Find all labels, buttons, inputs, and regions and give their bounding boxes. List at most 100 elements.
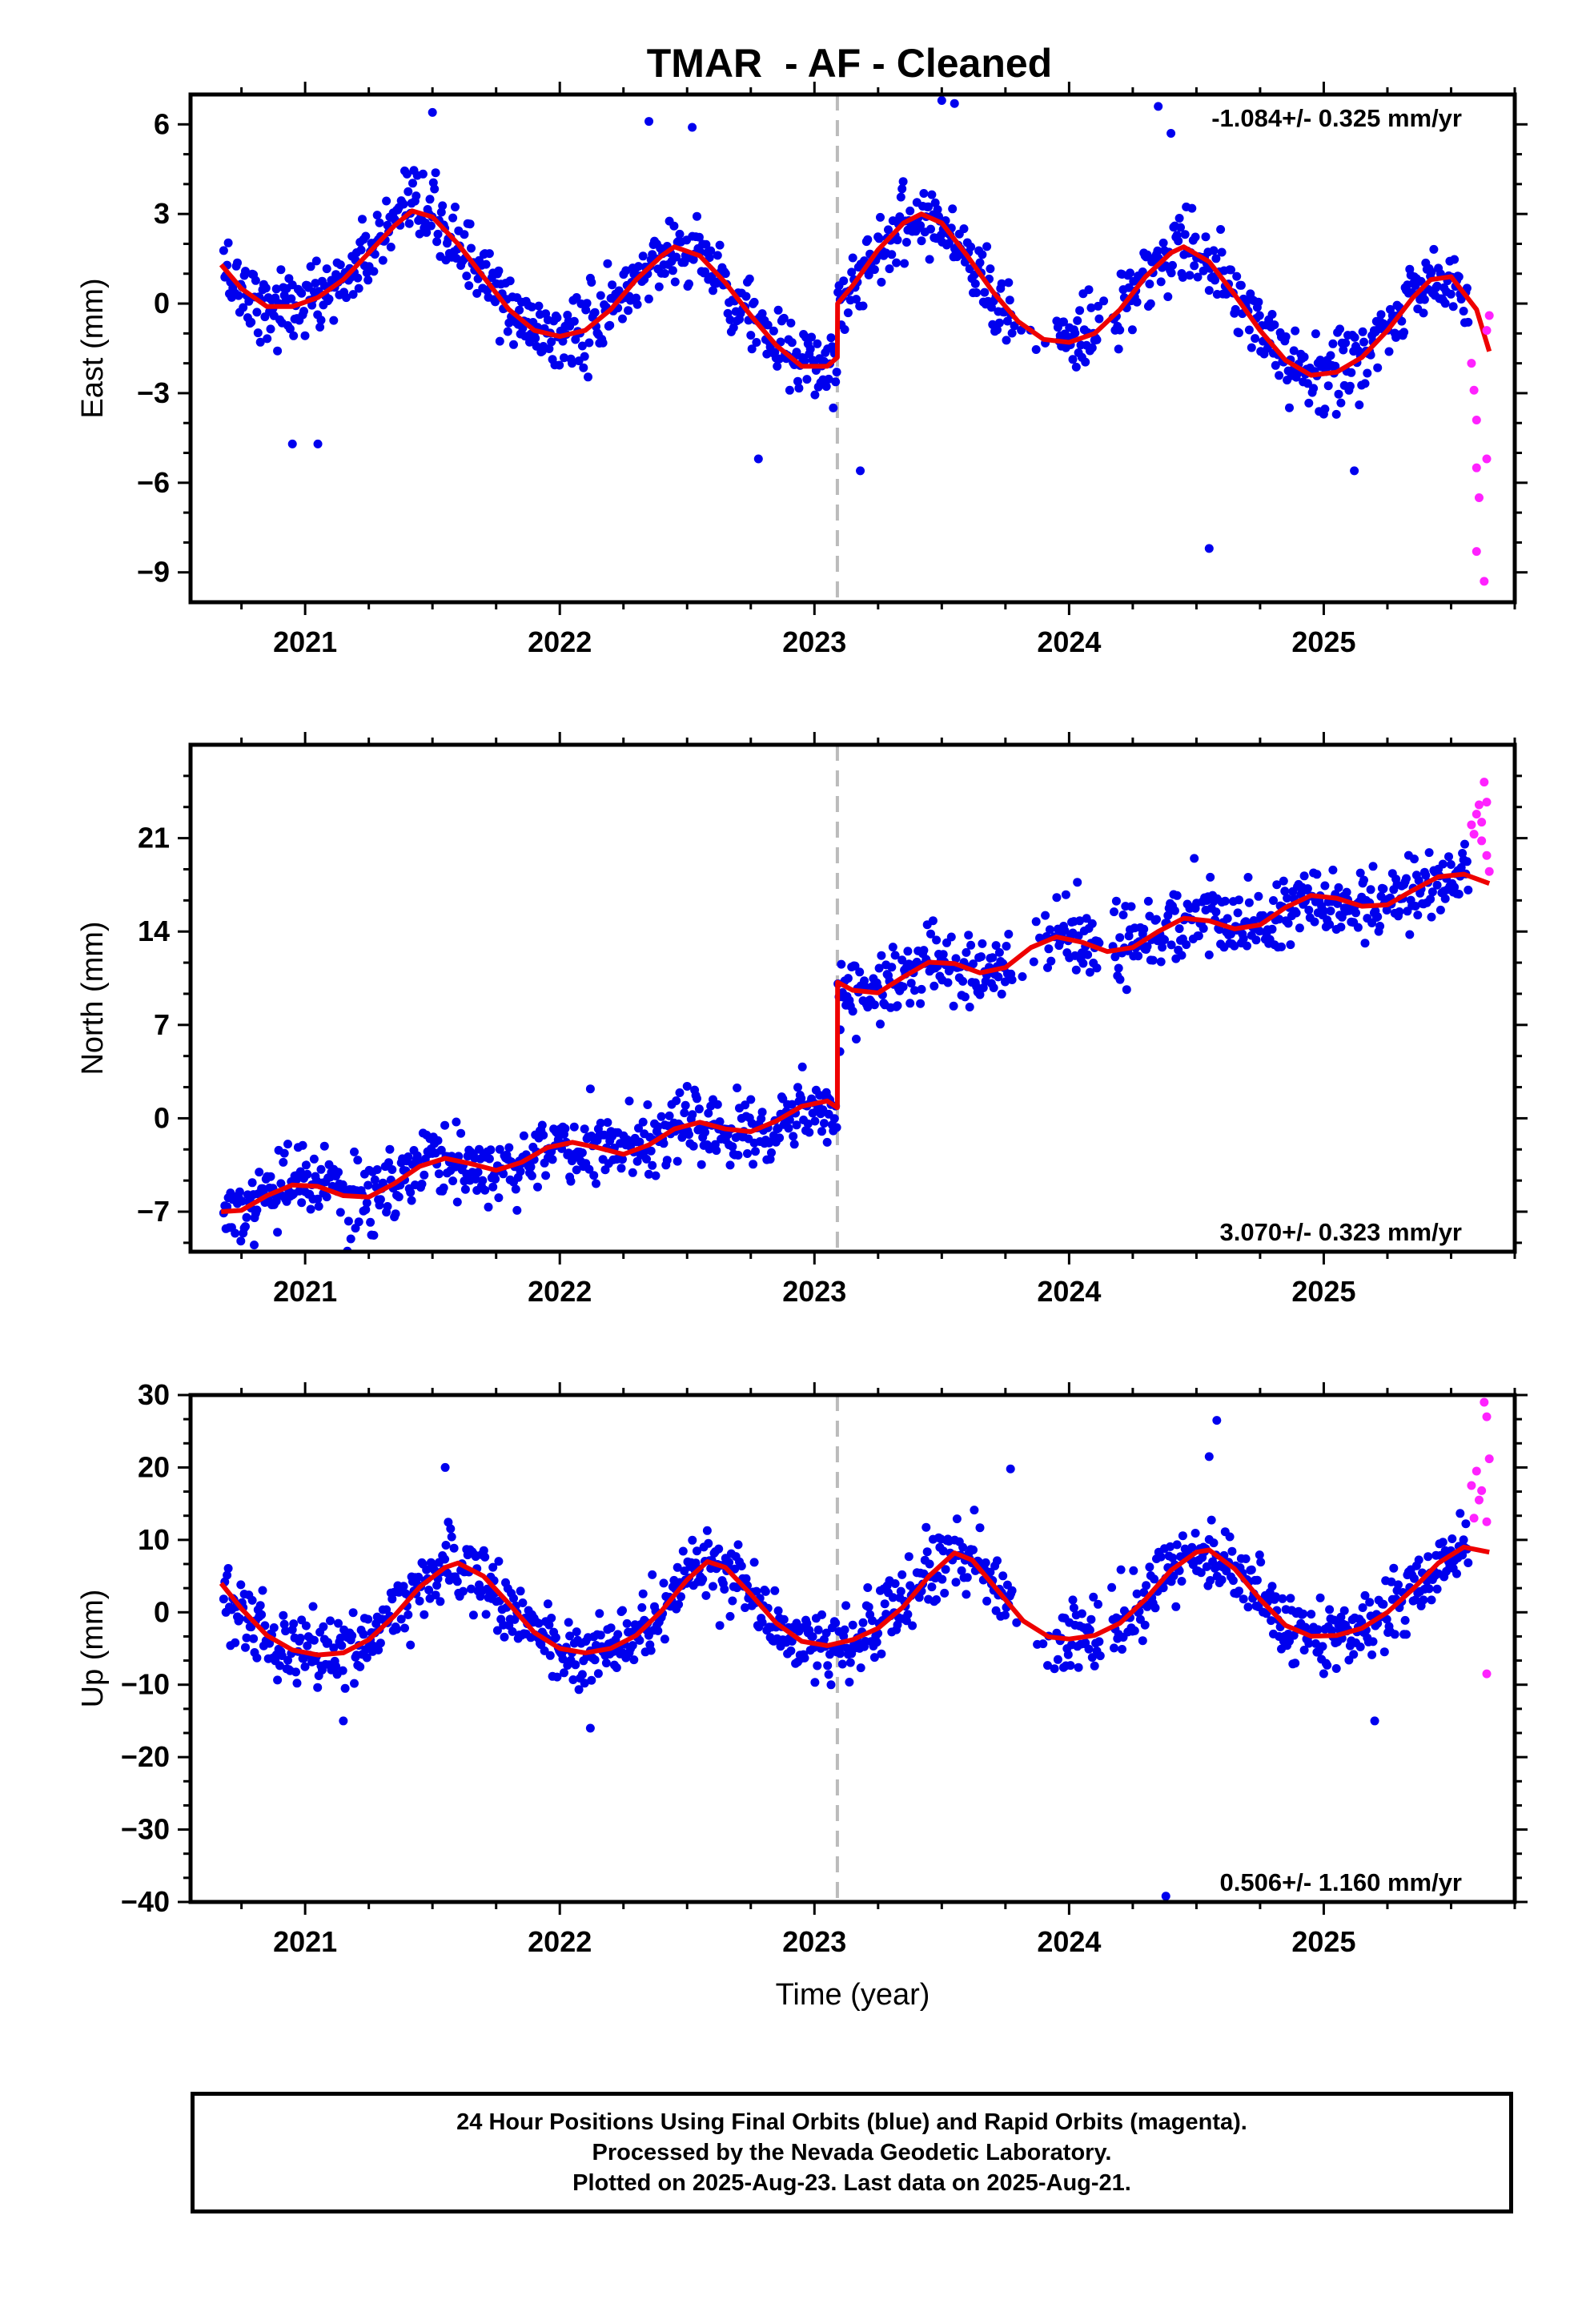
final-orbit-point: [378, 255, 387, 265]
final-orbit-point: [877, 277, 886, 287]
final-orbit-point: [786, 1646, 796, 1655]
final-orbit-point: [749, 1558, 759, 1567]
final-orbit-point: [932, 935, 942, 945]
final-orbit-point: [1454, 890, 1464, 899]
final-orbit-point: [997, 279, 1006, 288]
final-orbit-point: [843, 974, 853, 983]
final-orbit-point: [1052, 893, 1062, 903]
final-orbit-point: [821, 382, 831, 392]
final-orbit-point: [402, 169, 412, 179]
final-orbit-point: [231, 1228, 240, 1238]
final-orbit-point: [1029, 957, 1038, 967]
final-orbit-point: [1395, 907, 1404, 916]
final-orbit-point: [1193, 272, 1203, 282]
final-orbit-point: [741, 1603, 750, 1612]
final-orbit-point: [223, 1564, 233, 1573]
final-orbit-point: [1043, 963, 1052, 972]
final-orbit-point: [547, 1614, 556, 1622]
final-orbit-point: [242, 1212, 251, 1222]
final-orbit-point: [309, 1154, 319, 1164]
final-orbit-point: [1078, 959, 1088, 968]
final-orbit-point: [1456, 862, 1466, 872]
final-orbit-point: [1172, 1540, 1182, 1550]
model-fit-line: [221, 871, 1491, 1214]
final-orbit-point: [1196, 1568, 1206, 1578]
final-orbit-point: [426, 221, 436, 231]
panel-east: 2021 2022 2023 2024 2025 6 3 0 −3 −6 −9 East (mm) -1…: [76, 82, 1528, 658]
final-orbit-point: [1299, 1646, 1309, 1655]
final-orbit-point: [560, 1668, 568, 1678]
final-orbit-point: [339, 1716, 348, 1726]
final-orbit-point: [361, 231, 371, 241]
final-orbit-point: [1150, 1603, 1160, 1613]
final-orbit-point: [810, 1116, 820, 1126]
final-orbit-point: [1130, 1626, 1139, 1635]
final-orbit-point: [558, 1655, 568, 1663]
final-orbit-point: [1031, 917, 1041, 927]
rapid-orbit-point: [1472, 463, 1481, 472]
final-orbit-point: [1156, 277, 1166, 287]
final-orbit-point: [1243, 873, 1253, 882]
final-orbit-point: [808, 1632, 817, 1642]
final-orbit-point: [958, 976, 968, 986]
figure-title: TMAR - AF - Cleaned: [647, 41, 1052, 86]
final-orbit-point: [241, 267, 250, 276]
final-orbit-point: [1448, 302, 1458, 312]
final-orbit-point: [1414, 876, 1423, 886]
final-orbit-point: [1239, 934, 1248, 943]
final-orbit-point: [1074, 931, 1083, 941]
final-orbit-point: [845, 1658, 855, 1667]
final-orbit-point: [1299, 352, 1309, 362]
final-orbit-point: [404, 187, 413, 196]
final-orbit-point: [1370, 1716, 1379, 1726]
final-orbit-point: [1283, 894, 1292, 903]
final-orbit-point: [484, 1202, 493, 1212]
final-orbit-point: [495, 336, 504, 346]
final-orbit-point: [1459, 307, 1468, 316]
final-orbit-point: [249, 1634, 259, 1643]
final-orbit-point: [1335, 324, 1344, 334]
final-orbit-point: [484, 249, 494, 259]
final-orbit-point: [265, 1638, 275, 1648]
final-orbit-point: [1355, 1642, 1365, 1651]
final-orbit-point: [504, 1143, 514, 1152]
final-orbit-point: [239, 303, 248, 312]
final-orbit-point: [581, 305, 591, 315]
final-orbit-point: [598, 338, 608, 348]
final-orbit-point: [618, 1155, 627, 1164]
final-orbit-point: [1115, 933, 1125, 943]
final-orbit-point: [287, 439, 297, 448]
final-orbit-point: [1411, 1595, 1420, 1605]
final-orbit-point: [1073, 878, 1082, 887]
final-orbit-point: [997, 989, 1006, 999]
final-orbit-point: [512, 1205, 522, 1215]
final-orbit-point: [896, 192, 905, 202]
final-orbit-point: [745, 274, 754, 283]
final-orbit-point: [1295, 923, 1304, 933]
x-tick-label: 2024: [1037, 1275, 1101, 1308]
final-orbit-point: [962, 1590, 971, 1599]
final-orbit-point: [668, 266, 677, 275]
final-orbit-point: [300, 331, 310, 340]
final-orbit-point: [329, 1643, 339, 1653]
final-orbit-point: [292, 1679, 302, 1688]
final-orbit-point: [346, 1234, 355, 1244]
x-tick-label: 2022: [528, 1275, 592, 1308]
final-orbit-point: [977, 952, 986, 962]
final-orbit-point: [428, 107, 437, 117]
final-orbit-point: [577, 1148, 587, 1157]
final-orbit-point: [1336, 1612, 1346, 1622]
final-orbit-point: [813, 339, 822, 348]
final-orbit-point: [1143, 896, 1153, 906]
final-orbit-point: [872, 1638, 881, 1647]
final-orbit-point: [898, 177, 908, 187]
final-orbit-point: [329, 316, 339, 325]
rapid-orbit-point: [1484, 311, 1494, 320]
final-orbit-point: [1309, 384, 1319, 393]
final-orbit-point: [1158, 1583, 1168, 1593]
final-orbit-point: [510, 1614, 520, 1624]
rapid-orbit-point: [1482, 326, 1492, 336]
final-orbit-point: [1068, 355, 1078, 364]
final-orbit-point: [618, 1606, 627, 1615]
final-orbit-point: [603, 259, 612, 268]
